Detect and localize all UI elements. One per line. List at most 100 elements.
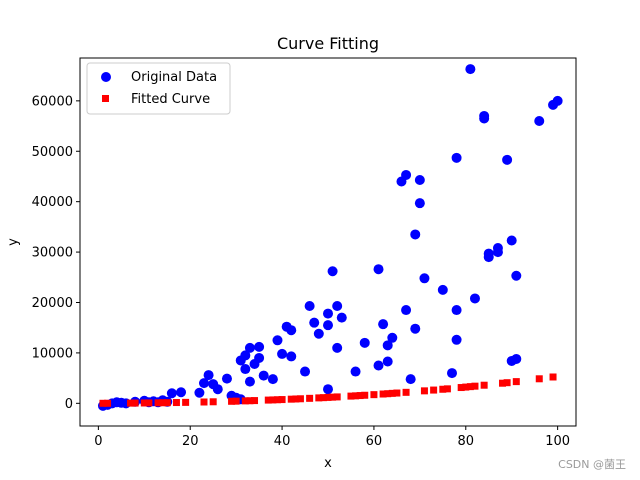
fitted-curve-point	[503, 379, 511, 387]
fitted-curve-point	[315, 394, 323, 402]
fitted-curve-point	[228, 397, 236, 405]
original-data-point	[304, 301, 315, 312]
original-data-point	[401, 305, 412, 316]
original-data-point	[203, 370, 214, 381]
original-data-point	[451, 152, 462, 163]
original-data-point	[254, 352, 265, 363]
original-data-point	[309, 317, 320, 328]
fitted-curve-point	[439, 385, 447, 393]
fitted-curve-point	[246, 397, 254, 405]
original-data-point	[483, 252, 494, 263]
fitted-curve-point	[457, 384, 465, 392]
original-data-point	[240, 364, 251, 375]
fitted-curve-point	[443, 385, 451, 393]
original-data-point	[272, 335, 283, 346]
original-data-point	[327, 266, 338, 277]
original-data-point	[244, 376, 255, 387]
fitted-curve-point	[347, 392, 355, 400]
x-axis-ticks: 0 20 40 60 80 100	[94, 426, 570, 449]
fitted-curve-point	[329, 393, 337, 401]
fitted-curve-point	[251, 397, 259, 405]
original-data-point	[401, 169, 412, 180]
original-data-point	[410, 229, 421, 240]
fitted-curve-point	[352, 392, 360, 400]
original-data-point	[552, 95, 563, 106]
original-data-point	[258, 370, 269, 381]
y-axis-label: y	[6, 238, 21, 246]
original-data-point	[534, 116, 545, 127]
original-data-point	[492, 247, 503, 258]
x-tick-label: 100	[545, 434, 570, 449]
fitted-curve-point	[535, 375, 543, 383]
original-data-point	[502, 154, 513, 165]
fitted-curve-point	[370, 391, 378, 399]
original-data-point	[323, 308, 333, 319]
plot-area	[79, 57, 577, 427]
original-data-point	[166, 388, 177, 399]
x-tick-label: 80	[458, 434, 475, 449]
original-data-point	[199, 378, 209, 389]
fitted-curve-point	[466, 383, 474, 391]
original-data-point	[451, 334, 462, 345]
original-data-point	[479, 113, 490, 124]
fitted-curve-point	[402, 388, 410, 396]
fitted-curve-point	[388, 389, 396, 397]
original-data-point	[221, 373, 232, 384]
x-tick-label: 20	[182, 434, 199, 449]
fitted-curve-point	[127, 399, 135, 407]
legend-label-original-data: Original Data	[131, 70, 217, 85]
fitted-curve-point	[273, 396, 281, 404]
original-data-point	[382, 340, 393, 351]
y-tick-label: 50000	[32, 145, 73, 160]
fitted-curve-point	[154, 399, 162, 407]
original-data-point	[244, 342, 255, 353]
fitted-curve-point	[292, 395, 300, 403]
fitted-curve-point	[512, 378, 520, 386]
fitted-curve-point	[480, 381, 488, 389]
original-data-point	[405, 374, 416, 385]
fitted-curve-point	[361, 391, 369, 399]
y-axis-ticks: 0 10000 20000 30000 40000 50000 60000	[32, 94, 80, 412]
original-data-point	[414, 198, 425, 209]
fitted-curve-point	[241, 397, 249, 405]
fitted-curve-point	[269, 396, 277, 404]
fitted-curve-point	[319, 394, 327, 402]
original-data-point	[350, 366, 361, 377]
original-data-point	[267, 374, 278, 385]
fitted-curve-point	[379, 390, 387, 398]
watermark: CSDN @菌王	[558, 458, 626, 471]
fitted-curve-point	[499, 379, 507, 387]
y-tick-label: 20000	[32, 296, 73, 311]
fitted-curve-point	[104, 399, 112, 407]
fitted-curve-point	[278, 396, 286, 404]
x-tick-label: 0	[94, 434, 102, 449]
fitted-curve-point	[356, 392, 364, 400]
fitted-curve-point	[393, 389, 401, 397]
x-tick-label: 60	[366, 434, 383, 449]
fitted-curve-point	[549, 373, 557, 381]
fitted-curve-point	[324, 393, 332, 401]
fitted-curve-point	[264, 396, 272, 404]
legend-frame	[86, 62, 231, 115]
original-data-point	[313, 328, 324, 339]
legend: Original Data Fitted Curve	[86, 62, 231, 115]
original-data-point	[414, 174, 425, 185]
original-data-point	[286, 351, 297, 362]
fitted-curve-point	[420, 387, 428, 395]
fitted-curve-point	[333, 393, 341, 401]
fitted-curve-point	[296, 395, 304, 403]
legend-marker-fitted-curve	[102, 95, 109, 102]
fitted-curve-point	[209, 398, 217, 406]
original-data-point	[382, 356, 393, 367]
original-data-point	[176, 387, 187, 398]
fitted-curve-point	[172, 399, 180, 407]
original-data-point	[323, 384, 333, 395]
original-data-point	[373, 360, 384, 371]
fitted-curve-point	[145, 399, 153, 407]
original-data-point	[373, 264, 384, 275]
fitted-curve-point	[140, 399, 148, 407]
original-data-point	[332, 301, 343, 312]
original-data-point	[419, 273, 430, 284]
x-tick-label: 40	[274, 434, 291, 449]
x-axis-label: x	[324, 456, 332, 471]
